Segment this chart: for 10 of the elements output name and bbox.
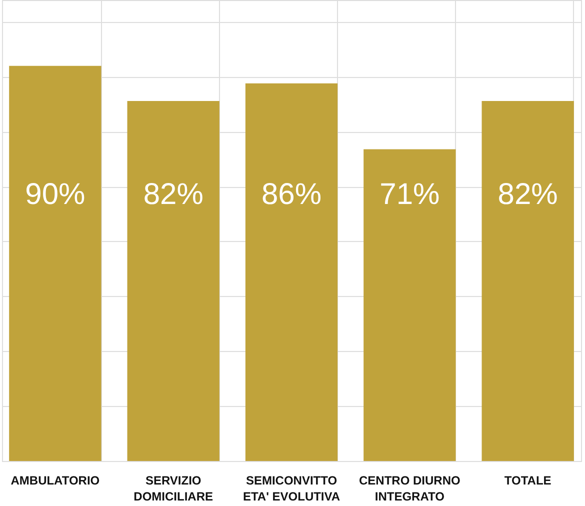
data-label: 86% [261,178,322,211]
data-label: 90% [25,178,86,211]
x-tick-label: CENTRO DIURNO INTEGRATO [358,474,460,504]
x-tick-label: SEMICONVITTO ETA' EVOLUTIVA [242,474,340,504]
data-label: 82% [143,178,204,211]
x-tick-label: TOTALE [504,474,552,488]
x-tick-label: SERVIZIO DOMICILIARE [134,474,214,504]
data-label: 71% [380,178,440,211]
data-label: 82% [498,178,558,211]
x-tick-label: AMBULATORIO [10,474,100,488]
